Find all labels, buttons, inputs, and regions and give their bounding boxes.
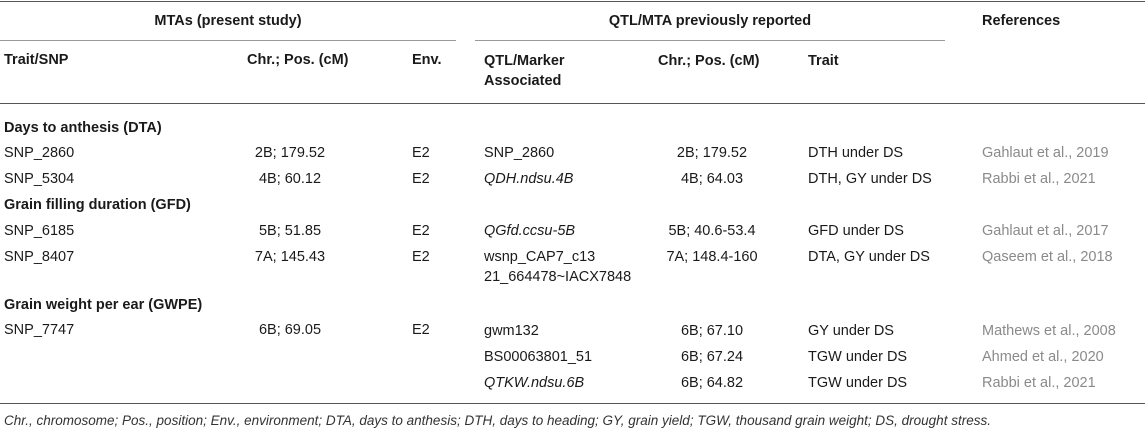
row2-ref: Rabbi et al., 2021 [982,171,1096,187]
col-header-chr-pos-prev: Chr.; Pos. (cM) [658,53,760,69]
row7-ref: Rabbi et al., 2021 [982,375,1096,391]
row4-ref: Qaseem et al., 2018 [982,249,1113,265]
table-bottom-rule [0,403,1145,404]
row5-env: E2 [412,322,430,338]
col-header-qtl-marker-1: QTL/Marker [484,53,565,69]
row6-ref: Ahmed et al., 2020 [982,349,1104,365]
row3-ref: Gahlaut et al., 2017 [982,223,1109,239]
row5-ref: Mathews et al., 2008 [982,323,1116,339]
row6-trait: TGW under DS [808,349,908,365]
row2-qtl: QDH.ndsu.4B [484,171,574,187]
row2-snp: SNP_5304 [4,171,75,187]
section-gwpe: Grain weight per ear (GWPE) [4,297,203,313]
table-top-rule [0,1,1145,2]
row1-chr-prev: 2B; 179.52 [676,145,748,161]
group-header-previous: QTL/MTA previously reported [608,13,812,29]
row2-chr-prev: 4B; 64.03 [680,171,744,187]
group-underline-previous [475,40,945,41]
header-references: References [982,13,1061,29]
row5-chr-prev: 6B; 67.10 [680,323,744,339]
row3-snp: SNP_6185 [4,223,75,239]
row7-qtl: QTKW.ndsu.6B [484,375,585,391]
col-header-trait-snp: Trait/SNP [4,52,69,68]
row3-env: E2 [412,223,430,239]
group-header-present: MTAs (present study) [154,13,302,29]
row1-chr: 2B; 179.52 [254,145,326,161]
row1-snp: SNP_2860 [4,145,75,161]
row1-qtl: SNP_2860 [484,145,555,161]
col-header-qtl-marker-2: Associated [484,73,562,89]
row4-chr: 7A; 145.43 [254,249,326,265]
row4-trait: DTA, GY under DS [808,249,930,265]
group-underline-present [0,40,456,41]
row3-chr-prev: 5B; 40.6-53.4 [668,223,756,239]
row1-trait: DTH under DS [808,145,904,161]
row2-chr: 4B; 60.12 [258,171,322,187]
row4-chr-prev: 7A; 148.4-160 [666,249,758,265]
row5-qtl: gwm132 [484,323,539,339]
row2-env: E2 [412,171,430,187]
row4-qtl-line1: wsnp_CAP7_c13 [484,249,596,265]
row2-trait: DTH, GY under DS [808,171,932,187]
row3-chr: 5B; 51.85 [258,223,322,239]
row5-snp: SNP_7747 [4,322,75,338]
row1-env: E2 [412,145,430,161]
col-header-chr-pos: Chr.; Pos. (cM) [247,52,349,68]
row3-qtl: QGfd.ccsu-5B [484,223,576,239]
col-header-env: Env. [412,52,442,68]
row6-chr-prev: 6B; 67.24 [680,349,744,365]
row4-qtl-line2: 21_664478~IACX7848 [484,269,632,285]
row1-ref: Gahlaut et al., 2019 [982,145,1109,161]
row3-trait: GFD under DS [808,223,904,239]
col-header-trait: Trait [808,53,839,69]
row4-env: E2 [412,249,430,265]
row5-trait: GY under DS [808,323,894,339]
row7-chr-prev: 6B; 64.82 [680,375,744,391]
section-gfd: Grain filling duration (GFD) [4,197,191,213]
row6-qtl: BS00063801_51 [484,349,593,365]
row5-chr: 6B; 69.05 [258,322,322,338]
table-footnote: Chr., chromosome; Pos., position; Env., … [4,413,991,428]
row7-trait: TGW under DS [808,375,908,391]
header-bottom-rule [0,103,1145,104]
row4-snp: SNP_8407 [4,249,75,265]
section-dta: Days to anthesis (DTA) [4,120,162,136]
